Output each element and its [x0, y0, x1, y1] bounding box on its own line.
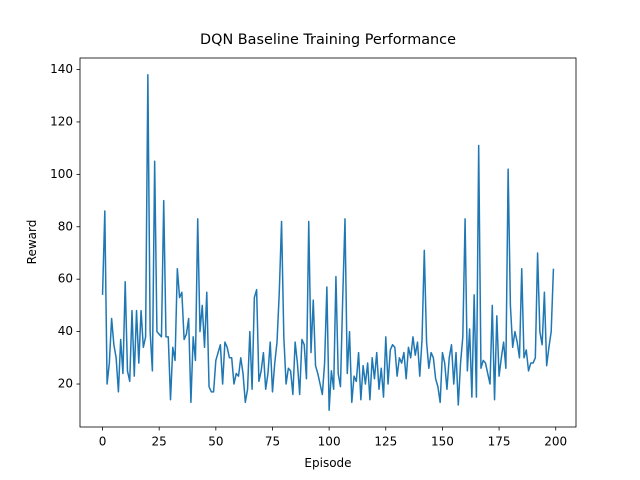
y-tick-label: 80	[58, 219, 73, 233]
y-tick-label: 60	[58, 272, 73, 286]
y-tick-label: 120	[50, 114, 73, 128]
x-tick-label: 100	[318, 435, 341, 449]
x-tick-label: 175	[488, 435, 511, 449]
x-tick-label: 25	[152, 435, 167, 449]
x-tick-label: 75	[265, 435, 280, 449]
x-tick-label: 50	[208, 435, 223, 449]
data-line	[101, 74, 555, 411]
plot-frame	[79, 57, 577, 428]
y-tick-label: 20	[58, 377, 73, 391]
y-tick-label: 140	[50, 62, 73, 76]
y-axis-label: Reward	[25, 220, 39, 265]
x-tick-label: 0	[99, 435, 107, 449]
y-tick-label: 40	[58, 324, 73, 338]
x-tick-label: 125	[374, 435, 397, 449]
x-tick-label: 200	[544, 435, 567, 449]
x-axis-label: Episode	[304, 456, 351, 470]
y-tick-label: 100	[50, 167, 73, 181]
chart-title: DQN Baseline Training Performance	[200, 32, 456, 48]
x-tick-label: 150	[431, 435, 454, 449]
